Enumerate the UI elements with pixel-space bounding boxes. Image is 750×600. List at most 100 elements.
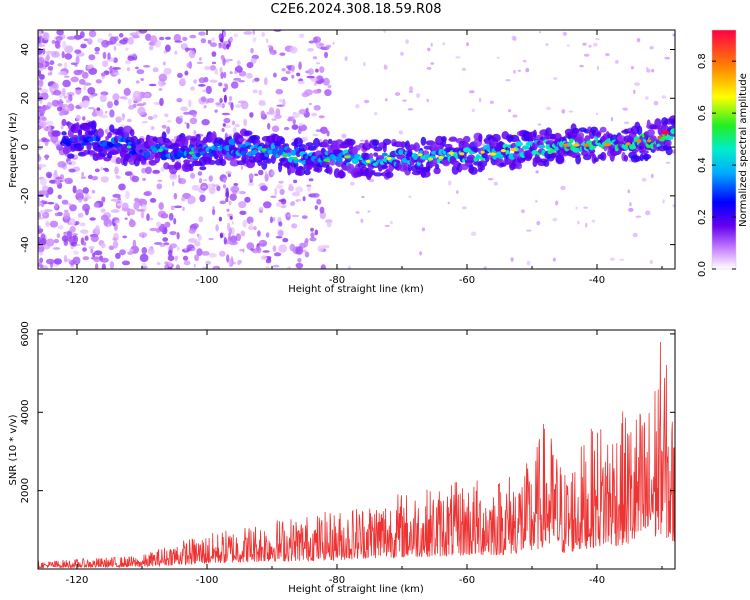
spectrogram-noise-blob	[312, 133, 319, 137]
spectrogram-noise-blob	[115, 174, 120, 178]
spectrogram-noise-blob	[536, 221, 541, 226]
spectrogram-noise-blob	[119, 249, 126, 256]
spectrogram-peak-blob	[366, 159, 371, 163]
spectrogram-noise-blob	[214, 109, 218, 113]
spectrogram-noise-blob	[54, 169, 58, 176]
spectrogram-noise-blob	[252, 79, 255, 83]
spectrogram-noise-blob	[265, 171, 268, 176]
spectrogram-noise-blob	[314, 36, 318, 44]
spectrogram-noise-blob	[545, 106, 552, 111]
spectrogram-noise-blob	[135, 80, 140, 84]
spectrogram-noise-blob	[38, 143, 41, 146]
spectrogram-ridge-blob	[448, 137, 458, 142]
spectrogram-noise-blob	[210, 42, 217, 47]
spectrogram-noise-blob	[672, 149, 675, 154]
spectrogram-noise-blob	[94, 46, 100, 52]
spectrogram-ridge-blob	[335, 139, 343, 144]
spectrogram-noise-blob	[274, 187, 278, 196]
spectrogram-ridge-blob	[366, 170, 372, 181]
spectrogram-noise-blob	[61, 51, 65, 59]
spectrogram-noise-blob	[653, 100, 659, 106]
spectrogram-noise-blob	[260, 110, 266, 118]
spectrogram-noise-blob	[288, 185, 295, 192]
spectrogram-ridge-blob	[228, 138, 237, 145]
spectrogram-noise-blob	[493, 181, 498, 186]
spectrogram-noise-blob	[38, 57, 45, 64]
spectrogram-noise-blob	[302, 136, 309, 142]
spectrogram-noise-blob	[123, 87, 131, 96]
spectrogram-noise-blob	[168, 261, 172, 268]
spectrogram-noise-blob	[315, 68, 319, 73]
spectrogram-noise-blob	[517, 69, 522, 72]
spectrogram-noise-blob	[169, 173, 178, 180]
spectrogram-noise-blob	[272, 245, 277, 253]
spectrogram-xtick-label: -120	[66, 275, 89, 286]
spectrogram-noise-blob	[355, 103, 360, 109]
spectrogram-noise-blob	[299, 122, 304, 127]
spectrogram-ridge-blob	[138, 138, 145, 143]
spectrogram-noise-blob	[310, 227, 314, 232]
spectrogram-noise-blob	[178, 115, 184, 119]
spectrogram-ridge-blob	[180, 138, 189, 148]
snr-xtick-label: -60	[459, 575, 475, 586]
spectrogram-noise-blob	[447, 201, 450, 205]
spectrogram-noise-blob	[231, 221, 234, 225]
spectrogram-frame	[37, 29, 676, 270]
spectrogram-noise-blob	[153, 114, 158, 119]
spectrogram-noise-blob	[56, 233, 61, 239]
spectrogram-noise-blob	[79, 31, 85, 39]
spectrogram-noise-blob	[84, 235, 89, 241]
spectrogram-noise-blob	[38, 261, 42, 268]
spectrogram-ridge-blob	[189, 166, 194, 172]
spectrogram-noise-blob	[82, 256, 90, 261]
spectrogram-noise-blob	[148, 45, 154, 51]
spectrogram-noise-blob	[189, 117, 198, 125]
spectrogram-noise-blob	[83, 82, 92, 86]
spectrogram-noise-blob	[317, 245, 325, 253]
spectrogram-noise-blob	[263, 201, 272, 209]
spectrogram-ridge-blob	[538, 144, 546, 149]
spectrogram-noise-blob	[247, 182, 255, 186]
chart-title: C2E6.2024.308.18.59.R08	[270, 2, 442, 17]
spectrogram-noise-blob	[93, 202, 100, 208]
spectrogram-noise-blob	[238, 80, 246, 83]
spectrogram-noise-blob	[196, 61, 203, 65]
spectrogram-noise-blob	[455, 56, 461, 59]
spectrogram-noise-blob	[228, 200, 232, 206]
spectrogram-noise-blob	[233, 77, 242, 81]
spectrogram-noise-blob	[227, 222, 231, 232]
spectrogram-noise-blob	[38, 231, 42, 234]
spectrogram-noise-blob	[234, 70, 238, 75]
spectrogram-noise-blob	[156, 262, 161, 265]
spectrogram-noise-blob	[221, 112, 231, 116]
spectrogram-ridge-blob	[407, 164, 412, 172]
colorbar-gradient	[712, 30, 736, 269]
spectrogram-noise-blob	[200, 38, 207, 44]
spectrogram-ridge-blob	[90, 120, 97, 130]
spectrogram-ridge-blob	[273, 140, 282, 146]
spectrogram-noise-blob	[54, 202, 59, 210]
spectrogram-noise-blob	[651, 69, 655, 73]
spectrogram-noise-blob	[583, 206, 588, 209]
colorbar-tick-label: 0.4	[697, 157, 708, 173]
spectrogram-noise-blob	[641, 177, 647, 182]
spectrogram-noise-blob	[228, 232, 232, 237]
spectrogram-noise-blob	[259, 241, 264, 245]
spectrogram-noise-blob	[191, 223, 199, 229]
spectrogram-noise-blob	[635, 215, 642, 218]
spectrogram-noise-blob	[363, 61, 366, 67]
spectrogram-noise-blob	[271, 125, 280, 133]
spectrogram-noise-blob	[276, 184, 283, 190]
spectrogram-noise-blob	[136, 103, 145, 107]
spectrogram-noise-blob	[95, 263, 99, 269]
spectrogram-noise-blob	[298, 61, 302, 70]
spectrogram-noise-blob	[389, 221, 393, 224]
spectrogram-noise-blob	[629, 202, 632, 207]
spectrogram-noise-blob	[360, 139, 365, 142]
spectrogram-noise-blob	[619, 258, 624, 261]
spectrogram-noise-blob	[55, 177, 63, 180]
spectrogram-ridge-blob	[568, 138, 574, 143]
spectrogram-noise-blob	[45, 139, 51, 143]
spectrogram-noise-blob	[149, 227, 158, 232]
spectrogram-ridge-blob	[77, 129, 83, 138]
